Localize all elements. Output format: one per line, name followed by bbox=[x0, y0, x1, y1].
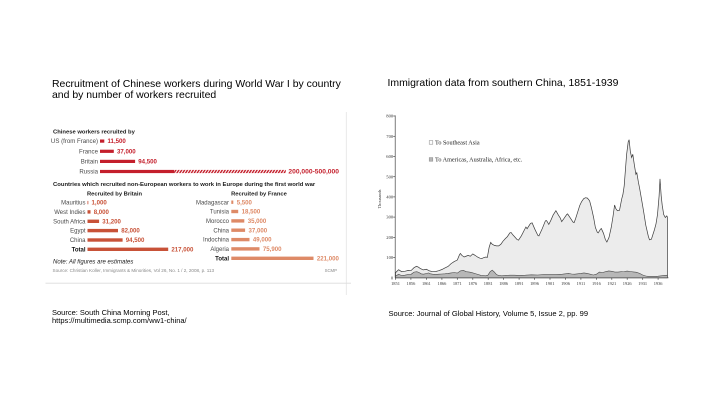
svg-text:37,000: 37,000 bbox=[117, 148, 136, 155]
svg-text:221,000: 221,000 bbox=[317, 255, 340, 262]
svg-text:35,000: 35,000 bbox=[248, 218, 267, 225]
svg-text:300: 300 bbox=[386, 215, 394, 220]
svg-text:18,500: 18,500 bbox=[242, 209, 261, 216]
svg-text:700: 700 bbox=[386, 134, 394, 139]
svg-text:82,000: 82,000 bbox=[121, 228, 140, 235]
svg-text:West Indies: West Indies bbox=[54, 210, 85, 216]
svg-text:1866: 1866 bbox=[438, 281, 448, 286]
svg-text:600: 600 bbox=[386, 154, 394, 159]
svg-text:1891: 1891 bbox=[515, 281, 524, 286]
svg-text:Total: Total bbox=[72, 247, 86, 253]
svg-text:Mauritius: Mauritius bbox=[61, 201, 85, 207]
svg-text:1901: 1901 bbox=[546, 281, 555, 286]
svg-text:France: France bbox=[79, 148, 99, 155]
svg-text:Source: Christian Koller, Immi: Source: Christian Koller, Immigrants & M… bbox=[53, 268, 215, 273]
svg-text:Recruited by France: Recruited by France bbox=[231, 192, 288, 198]
svg-text:Recruited by Britain: Recruited by Britain bbox=[87, 192, 143, 198]
svg-text:800: 800 bbox=[386, 114, 394, 119]
svg-text:Tunisia: Tunisia bbox=[210, 210, 230, 216]
svg-text:Chinese workers recruited by: Chinese workers recruited by bbox=[53, 130, 136, 136]
svg-text:8,000: 8,000 bbox=[94, 209, 110, 216]
svg-text:Note: All figures are estimate: Note: All figures are estimates bbox=[53, 260, 133, 266]
svg-text:1906: 1906 bbox=[561, 281, 571, 286]
svg-text:75,900: 75,900 bbox=[263, 246, 282, 253]
svg-text:94,500: 94,500 bbox=[126, 237, 145, 244]
svg-text:1881: 1881 bbox=[484, 281, 493, 286]
svg-text:1876: 1876 bbox=[468, 281, 478, 286]
svg-text:400: 400 bbox=[386, 195, 394, 200]
svg-text:1916: 1916 bbox=[592, 281, 602, 286]
svg-text:Countries which recruited non-: Countries which recruited non-European w… bbox=[53, 182, 316, 188]
svg-text:Algeria: Algeria bbox=[210, 247, 229, 253]
svg-text:100: 100 bbox=[386, 255, 394, 260]
svg-text:1,000: 1,000 bbox=[92, 200, 108, 207]
svg-text:China: China bbox=[70, 238, 86, 244]
svg-text:South Africa: South Africa bbox=[53, 219, 86, 225]
svg-text:94,500: 94,500 bbox=[138, 159, 157, 166]
svg-text:1936: 1936 bbox=[654, 281, 664, 286]
svg-text:To Americas, Australia, Africa: To Americas, Australia, Africa, etc. bbox=[435, 157, 523, 164]
svg-text:Thousands: Thousands bbox=[377, 189, 382, 208]
svg-text:11,500: 11,500 bbox=[108, 138, 127, 145]
svg-text:1856: 1856 bbox=[407, 281, 417, 286]
svg-text:Morocco: Morocco bbox=[206, 219, 230, 225]
svg-text:1861: 1861 bbox=[422, 281, 431, 286]
svg-text:1896: 1896 bbox=[530, 281, 540, 286]
svg-text:Britain: Britain bbox=[81, 159, 98, 166]
svg-text:1851: 1851 bbox=[391, 281, 400, 286]
svg-text:1911: 1911 bbox=[577, 281, 586, 286]
svg-text:Total: Total bbox=[215, 256, 229, 262]
svg-text:Russia: Russia bbox=[79, 169, 98, 176]
svg-text:Indochina: Indochina bbox=[203, 238, 230, 244]
svg-text:200,000-500,000: 200,000-500,000 bbox=[288, 169, 339, 176]
svg-text:1871: 1871 bbox=[453, 281, 462, 286]
svg-text:31,200: 31,200 bbox=[102, 218, 121, 225]
svg-text:5,500: 5,500 bbox=[237, 199, 253, 206]
svg-text:0: 0 bbox=[391, 275, 394, 280]
svg-text:SCMP: SCMP bbox=[325, 268, 338, 273]
svg-text:37,000: 37,000 bbox=[249, 227, 268, 234]
svg-text:1886: 1886 bbox=[499, 281, 509, 286]
svg-text:1926: 1926 bbox=[623, 281, 633, 286]
svg-text:To Southeast Asia: To Southeast Asia bbox=[435, 140, 480, 147]
svg-text:China: China bbox=[213, 228, 229, 234]
svg-text:1931: 1931 bbox=[638, 281, 647, 286]
svg-text:Madagascar: Madagascar bbox=[196, 200, 229, 206]
svg-text:49,000: 49,000 bbox=[253, 237, 272, 244]
svg-text:217,000: 217,000 bbox=[171, 246, 194, 253]
svg-text:US (from France): US (from France) bbox=[51, 138, 98, 145]
svg-text:200: 200 bbox=[386, 235, 394, 240]
svg-text:Egypt: Egypt bbox=[70, 229, 86, 235]
svg-text:1921: 1921 bbox=[607, 281, 616, 286]
svg-text:500: 500 bbox=[386, 174, 394, 179]
